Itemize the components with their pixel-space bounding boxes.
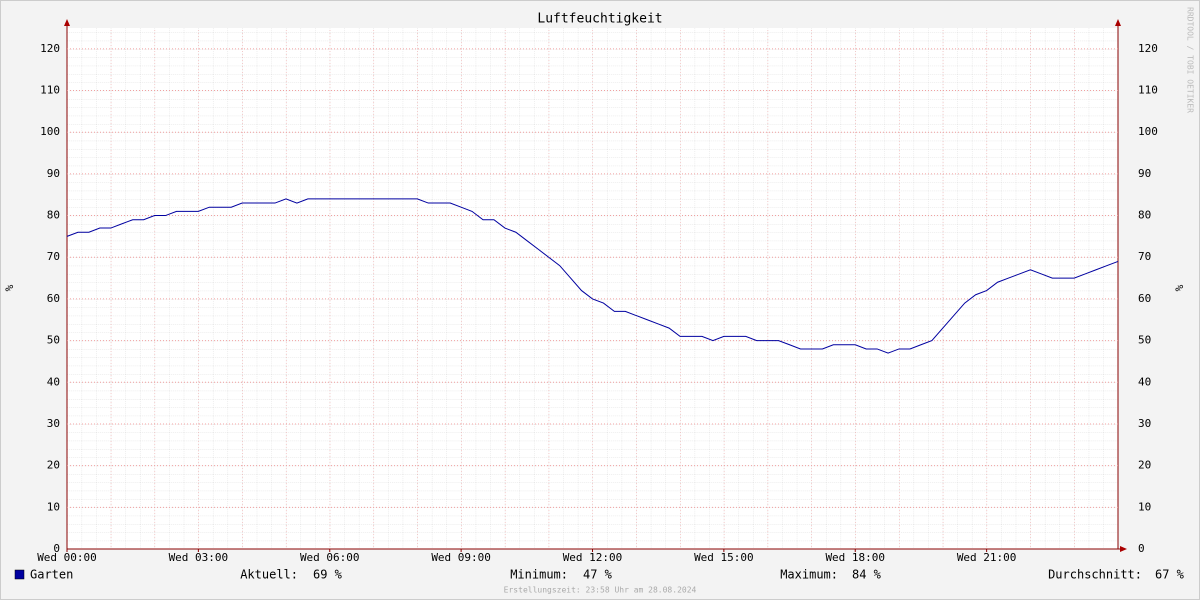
y-tick-label: 50 (47, 334, 60, 347)
hour-grid (67, 28, 1118, 549)
y-tick-label: 80 (47, 209, 60, 222)
y2-axis-label: % (1173, 284, 1186, 291)
y2-tick-label: 60 (1138, 292, 1151, 305)
y2-tick-label: 10 (1138, 500, 1151, 513)
y2-tick-label: 0 (1138, 542, 1145, 555)
stat-label: Durchschnitt: (1048, 568, 1142, 582)
y2-tick-label: 110 (1138, 84, 1158, 97)
y2-tick-label: 120 (1138, 42, 1158, 55)
y-tick-label: 110 (40, 84, 60, 97)
y2-tick-label: 30 (1138, 417, 1151, 430)
y-tick-label: 0 (53, 542, 60, 555)
x-tick-label: Wed 03:00 (169, 551, 229, 564)
y2-tick-label: 100 (1138, 125, 1158, 138)
chart-title: Luftfeuchtigkeit (537, 12, 662, 27)
data-line (66, 198, 1119, 354)
stat-label: Maximum: (780, 568, 838, 582)
y2-tick-label: 50 (1138, 334, 1151, 347)
stat-label: Minimum: (510, 568, 568, 582)
axis-arrow (1120, 546, 1127, 552)
y-tick-label: 90 (47, 167, 60, 180)
x-tick-label: Wed 18:00 (825, 551, 885, 564)
y-tick-label: 60 (47, 292, 60, 305)
y2-tick-label: 20 (1138, 459, 1151, 472)
y-tick-label: 20 (47, 459, 60, 472)
y-tick-label: 30 (47, 417, 60, 430)
footer: Erstellungszeit: 23:58 Uhr am 28.08.2024 (504, 586, 697, 595)
stat-value: 67 % (1155, 568, 1185, 582)
axis-arrow (64, 19, 70, 26)
axis-arrow (1115, 19, 1121, 26)
y2-tick-label: 40 (1138, 375, 1151, 388)
y2-tick-label: 70 (1138, 250, 1151, 263)
stat-value: 69 % (313, 568, 343, 582)
x-tick-label: Wed 21:00 (957, 551, 1017, 564)
legend-label: Garten (30, 568, 73, 582)
y-tick-label: 70 (47, 250, 60, 263)
y-tick-label: 120 (40, 42, 60, 55)
x-tick-label: Wed 06:00 (300, 551, 360, 564)
y-tick-label: 40 (47, 375, 60, 388)
x-tick-label: Wed 12:00 (563, 551, 623, 564)
y2-tick-label: 90 (1138, 167, 1151, 180)
y-axis-label: % (3, 284, 16, 291)
stat-value: 84 % (852, 568, 882, 582)
y2-tick-label: 80 (1138, 209, 1151, 222)
stat-label: Aktuell: (240, 568, 298, 582)
legend-swatch (14, 569, 25, 580)
y-tick-label: 100 (40, 125, 60, 138)
x-tick-label: Wed 00:00 (37, 551, 97, 564)
x-tick-label: Wed 15:00 (694, 551, 754, 564)
watermark: RRDTOOL / TOBI OETIKER (1186, 7, 1195, 113)
x-tick-label: Wed 09:00 (431, 551, 491, 564)
y-tick-label: 10 (47, 500, 60, 513)
stat-value: 47 % (583, 568, 613, 582)
